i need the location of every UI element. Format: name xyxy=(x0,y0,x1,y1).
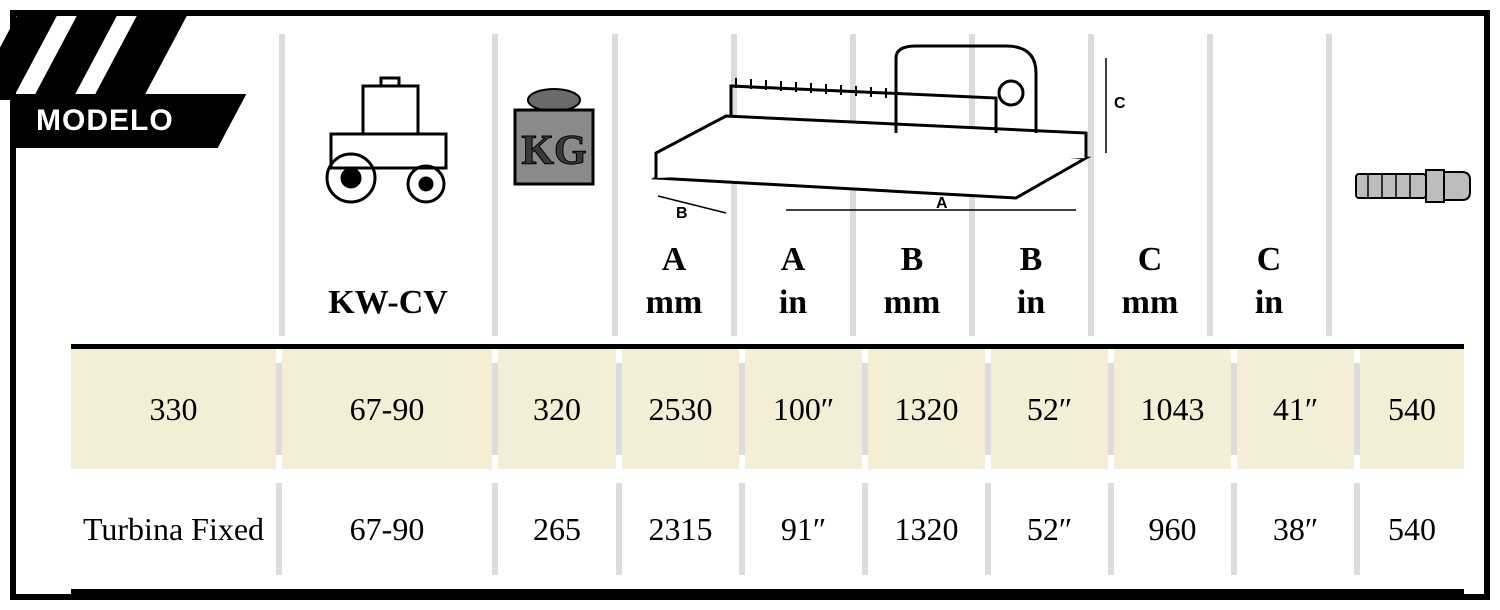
col-header-dim-unit: mm xyxy=(884,284,941,321)
col-header-a-in: A in xyxy=(736,239,850,324)
cell-b-in: 52″ xyxy=(991,349,1108,469)
spec-data-table: 330 67-90 320 2530 100″ 1320 52″ 1043 41… xyxy=(71,344,1464,594)
header-divider xyxy=(492,34,498,336)
col-header-dim-letter: C xyxy=(1138,241,1163,278)
cell-kwcv: 67-90 xyxy=(282,469,492,589)
cell-a-mm: 2315 xyxy=(622,469,739,589)
cell-kwcv: 67-90 xyxy=(282,349,492,469)
svg-text:A: A xyxy=(936,195,948,212)
svg-text:C: C xyxy=(1114,95,1126,112)
table-header-area: KG A B xyxy=(16,16,1484,336)
kg-weight-icon: KG xyxy=(509,88,599,188)
cell-model: 330 xyxy=(71,349,276,469)
col-header-dim-unit: mm xyxy=(646,284,703,321)
col-header-dim-unit: mm xyxy=(1122,284,1179,321)
cell-pto: 540 xyxy=(1360,469,1464,589)
table-row: Turbina Fixed 67-90 265 2315 91″ 1320 52… xyxy=(71,469,1464,589)
header-divider xyxy=(1326,34,1332,336)
col-header-dim-letter: B xyxy=(1020,241,1043,278)
cell-a-in: 100″ xyxy=(745,349,862,469)
col-header-b-mm: B mm xyxy=(855,239,969,324)
col-header-c-mm: C mm xyxy=(1093,239,1207,324)
spec-table-frame: MODELO KG xyxy=(10,10,1490,600)
tractor-icon xyxy=(311,76,466,206)
cell-c-in: 41″ xyxy=(1237,349,1354,469)
cell-c-mm: 960 xyxy=(1114,469,1231,589)
flail-mower-dimensions-icon: A B C xyxy=(636,38,1146,223)
col-header-dim-letter: B xyxy=(901,241,924,278)
cell-b-mm: 1320 xyxy=(868,349,985,469)
svg-text:KG: KG xyxy=(521,128,586,174)
cell-b-in: 52″ xyxy=(991,469,1108,589)
col-header-b-in: B in xyxy=(974,239,1088,324)
col-header-kwcv: KW-CV xyxy=(284,282,492,325)
pto-shaft-icon xyxy=(1354,166,1472,206)
col-header-dim-unit: in xyxy=(1017,284,1045,321)
cell-b-mm: 1320 xyxy=(868,469,985,589)
cell-model: Turbina Fixed xyxy=(71,469,276,589)
col-header-dim-unit: in xyxy=(779,284,807,321)
cell-a-in: 91″ xyxy=(745,469,862,589)
col-header-dim-letter: A xyxy=(662,241,687,278)
col-header-dim-letter: C xyxy=(1257,241,1282,278)
cell-a-mm: 2530 xyxy=(622,349,739,469)
col-header-dim-letter: A xyxy=(781,241,806,278)
cell-kg: 265 xyxy=(498,469,616,589)
svg-text:B: B xyxy=(676,205,688,222)
col-header-dim-unit: in xyxy=(1255,284,1283,321)
cell-kg: 320 xyxy=(498,349,616,469)
col-header-c-in: C in xyxy=(1212,239,1326,324)
table-row: 330 67-90 320 2530 100″ 1320 52″ 1043 41… xyxy=(71,349,1464,469)
col-header-a-mm: A mm xyxy=(617,239,731,324)
cell-c-in: 38″ xyxy=(1237,469,1354,589)
cell-c-mm: 1043 xyxy=(1114,349,1231,469)
cell-pto: 540 xyxy=(1360,349,1464,469)
